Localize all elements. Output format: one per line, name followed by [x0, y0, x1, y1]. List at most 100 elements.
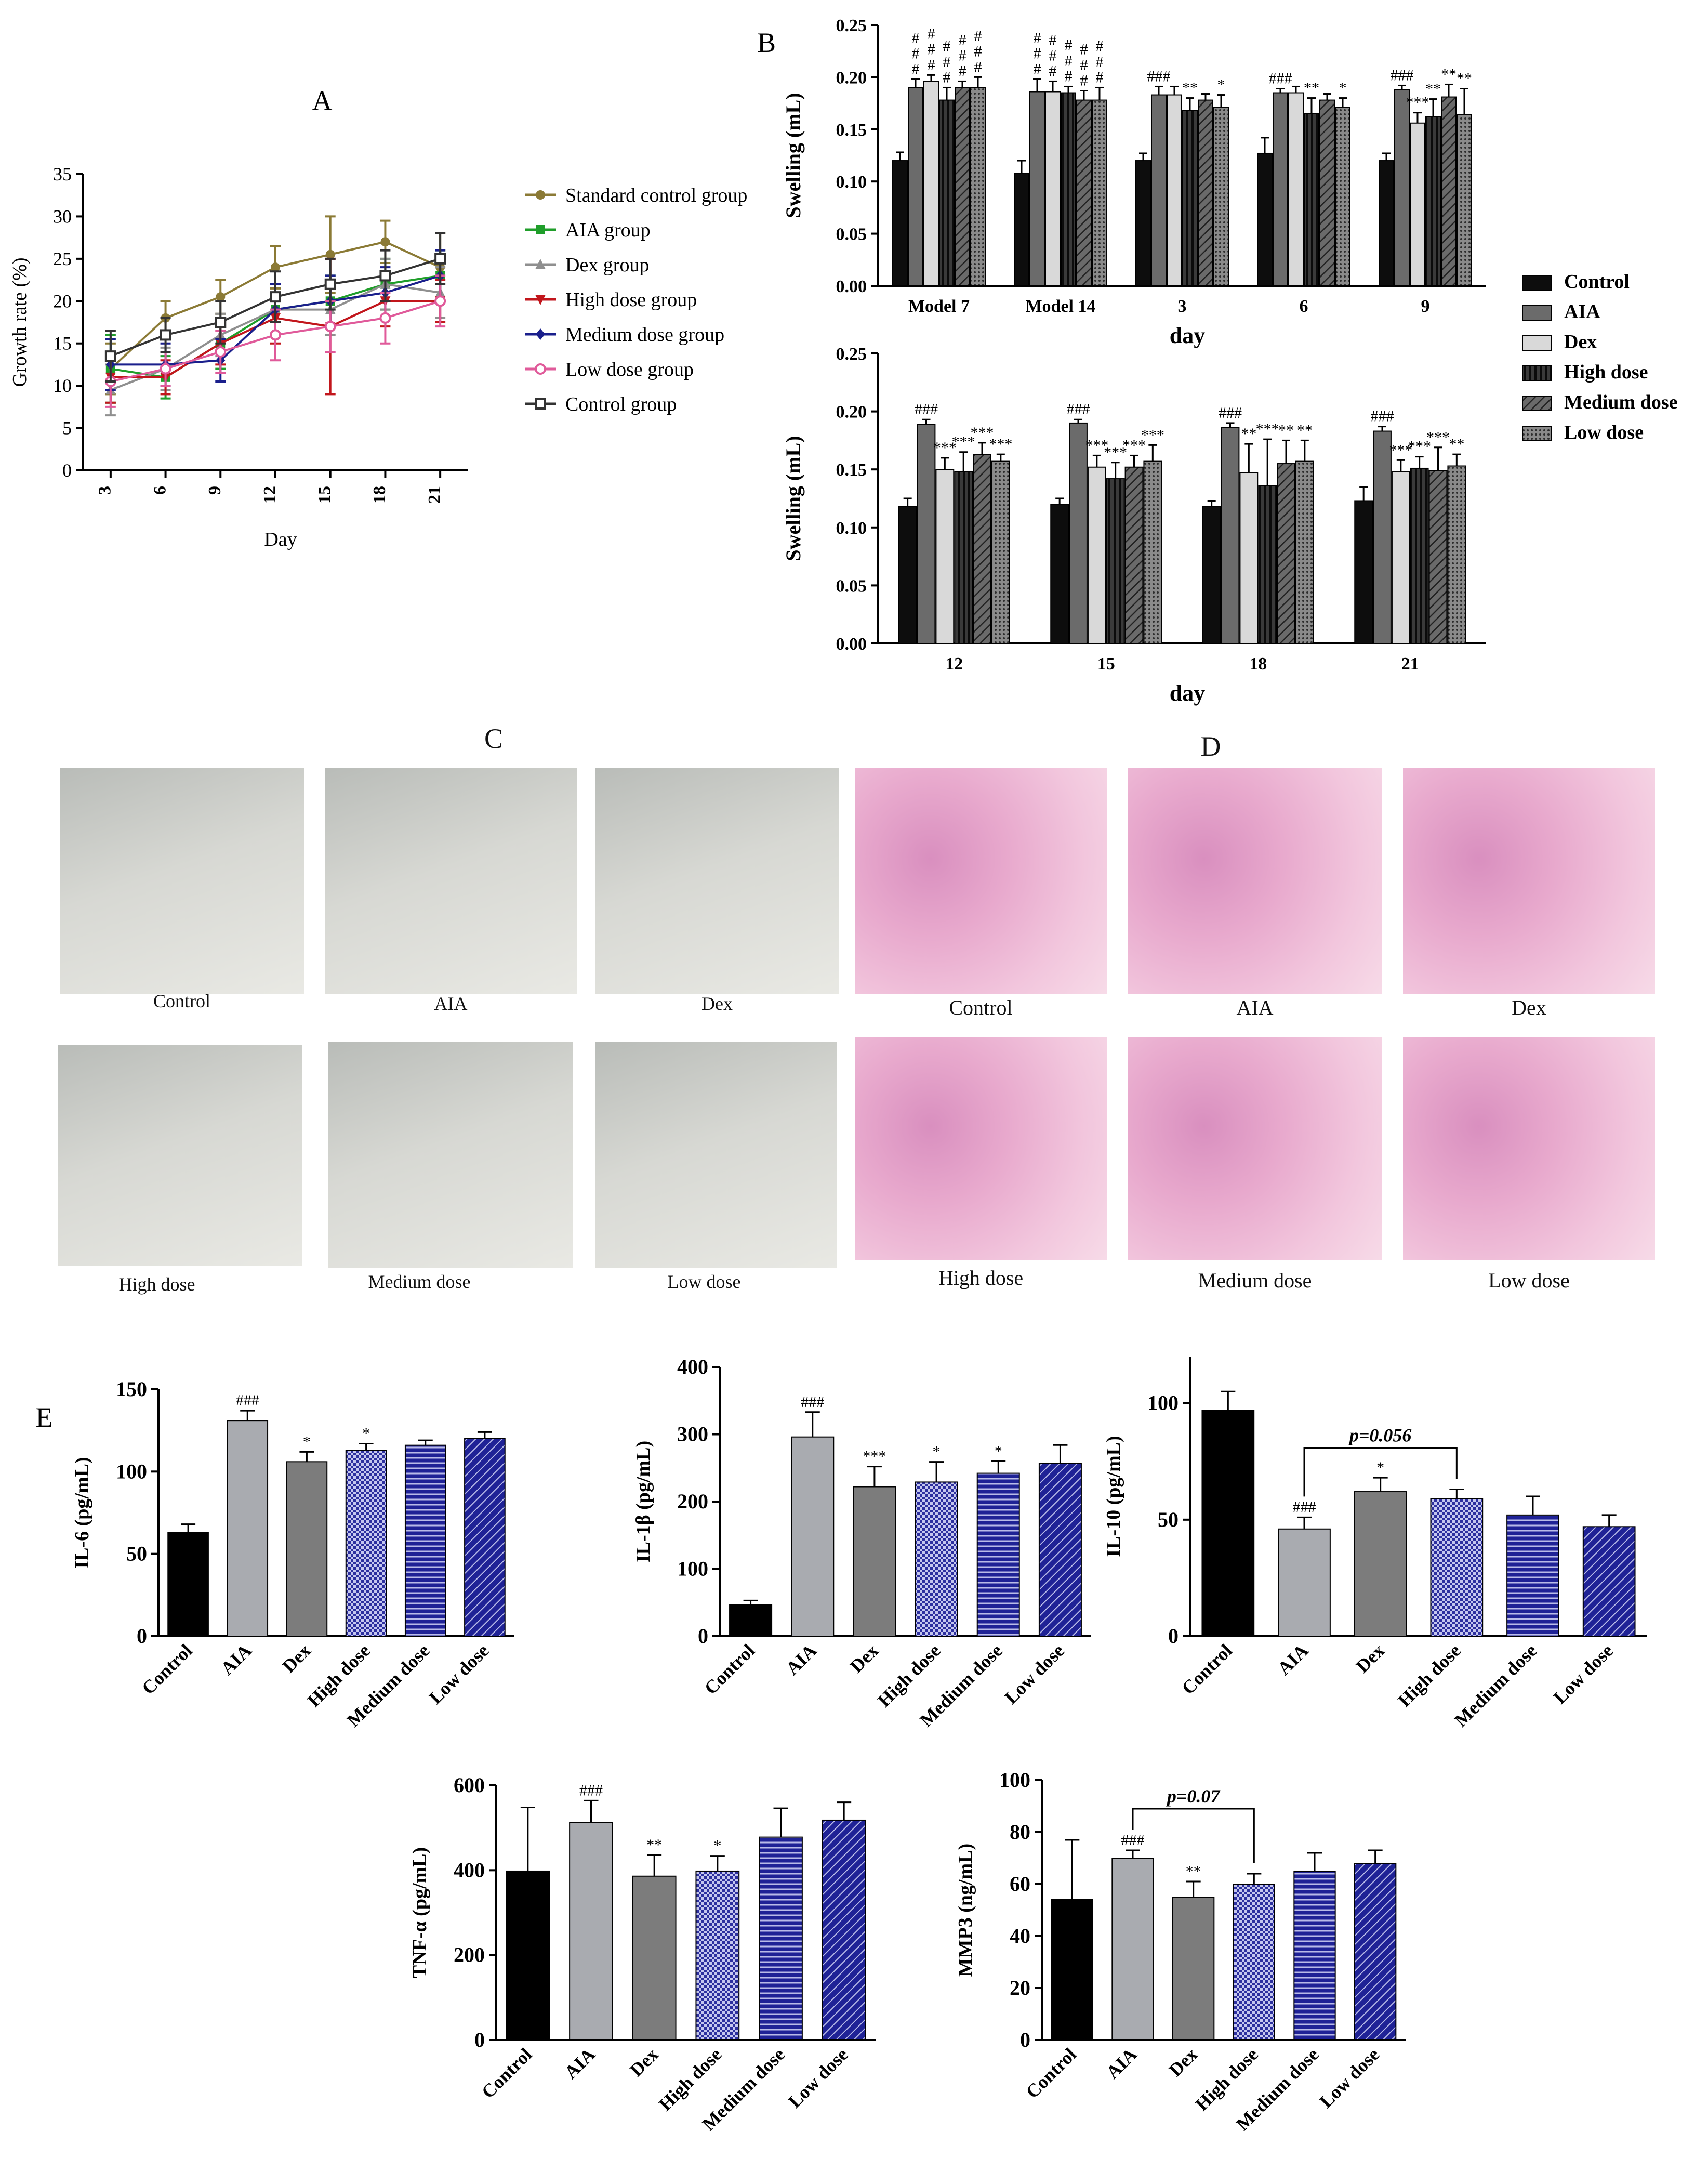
data-point	[434, 253, 446, 265]
bar-control	[729, 1604, 773, 1637]
bar-low-dose	[1295, 460, 1314, 644]
y-tick-label: 25	[53, 248, 72, 269]
bar-low-dose	[1447, 465, 1466, 644]
significance-mark: *	[1339, 80, 1347, 97]
y-tick-label: 150	[116, 1377, 147, 1401]
significance-mark: ***	[1408, 438, 1431, 455]
bar-aia	[1221, 427, 1240, 644]
bar-high-dose	[954, 471, 973, 644]
y-tick-label: 10	[53, 375, 72, 396]
significance-mark: #	[959, 62, 966, 80]
significance-mark: #	[959, 31, 966, 48]
category-label: 15	[1097, 654, 1115, 674]
y-tick-label: 0.05	[836, 576, 867, 596]
data-point	[270, 329, 281, 341]
legend-swatch	[1522, 335, 1552, 351]
significance-mark: #	[1049, 62, 1057, 80]
bar-low-dose	[822, 1819, 866, 2041]
histology-caption-medium-dose: Medium dose	[1198, 1269, 1312, 1292]
paw-photo-high-dose	[58, 1045, 302, 1266]
bar-dex	[1087, 466, 1106, 644]
significance-mark: #	[974, 27, 982, 44]
y-tick-label: 200	[677, 1490, 708, 1513]
bar-aia	[908, 87, 923, 286]
x-tick-label: 3	[96, 486, 115, 495]
bar-aia	[1069, 422, 1088, 644]
y-tick-label: 200	[454, 1943, 485, 1967]
bar-aia	[227, 1420, 269, 1637]
x-tick-label: 12	[260, 486, 280, 504]
data-point	[324, 278, 336, 290]
x-axis-title: Day	[264, 529, 297, 550]
significance-mark: #	[1096, 69, 1104, 86]
y-tick-label: 50	[1158, 1508, 1179, 1531]
bar-control	[167, 1532, 209, 1637]
y-tick-label: 0	[1168, 1624, 1179, 1648]
bar-medium-dose	[1198, 99, 1213, 287]
legend-label: Low dose group	[565, 359, 694, 380]
data-point	[215, 346, 227, 358]
paw-caption-high-dose: High dose	[118, 1274, 195, 1295]
significance-mark: #	[912, 60, 920, 77]
significance-mark: ***	[1426, 429, 1450, 446]
bar-high-dose	[915, 1481, 958, 1637]
data-point	[104, 350, 116, 362]
paw-photo-aia	[325, 768, 577, 994]
x-tick-label: 18	[370, 486, 389, 504]
bar-high-dose	[1061, 92, 1076, 287]
legend-label: Low dose	[1564, 422, 1644, 443]
significance-mark: **	[646, 1836, 662, 1853]
legend-label: AIA group	[565, 219, 651, 241]
y-tick-label: 0	[1020, 2028, 1030, 2051]
significance-mark: #	[1049, 47, 1057, 64]
category-label: Low dose	[1549, 1640, 1617, 1708]
data-point	[380, 237, 390, 247]
y-tick-label: 400	[677, 1355, 708, 1378]
bracket-label: p=0.056	[1348, 1425, 1412, 1446]
category-label: Model 7	[908, 297, 970, 316]
legend-label: Medium dose	[1564, 391, 1678, 413]
bar-dex	[935, 469, 955, 644]
significance-mark: #	[943, 37, 951, 55]
significance-mark: #	[1080, 72, 1088, 89]
category-label: Dex	[1165, 2044, 1202, 2081]
significance-mark: ***	[1085, 437, 1108, 454]
significance-mark: ***	[933, 439, 957, 456]
category-label: Control	[138, 1640, 196, 1699]
significance-mark: #	[1065, 52, 1073, 69]
bar-control	[506, 1870, 550, 2041]
bar-low-dose	[1038, 1463, 1082, 1637]
bar-low-dose	[1092, 99, 1107, 287]
significance-mark: ***	[1406, 94, 1429, 111]
bar-control	[1014, 173, 1029, 286]
y-tick-label: 20	[53, 291, 72, 311]
bar-control	[1379, 160, 1394, 287]
bar-high-dose	[1106, 478, 1125, 644]
category-label: AIA	[560, 2044, 599, 2083]
data-point	[379, 270, 391, 282]
legend-swatch-marker	[536, 225, 545, 234]
paw-caption-aia: AIA	[434, 993, 468, 1014]
category-label: Medium dose	[1450, 1640, 1541, 1731]
category-label: Low dose	[1000, 1640, 1068, 1708]
x-axis-title: day	[1170, 680, 1205, 706]
data-point	[215, 317, 227, 328]
legend-label: Control group	[565, 393, 677, 415]
y-tick-label: 0.15	[836, 121, 867, 140]
category-label: Dex	[1352, 1640, 1389, 1677]
bar-aia	[569, 1822, 613, 2041]
paw-caption-control: Control	[153, 991, 210, 1011]
bar-low-dose	[464, 1438, 506, 1637]
significance-mark: #	[912, 45, 920, 62]
legend-label: High dose	[1564, 361, 1648, 383]
paw-photo-dex	[595, 768, 839, 994]
y-tick-label: 0	[137, 1624, 147, 1648]
significance-mark: #	[974, 58, 982, 75]
bar-medium-dose	[1277, 463, 1295, 644]
legend-swatch	[1522, 305, 1552, 321]
significance-mark: **	[1241, 425, 1256, 442]
significance-mark: ###	[1293, 1498, 1316, 1516]
y-axis-title: IL-6 (pg/mL)	[71, 1457, 93, 1568]
bar-aia	[1273, 92, 1288, 287]
data-point	[379, 312, 391, 324]
